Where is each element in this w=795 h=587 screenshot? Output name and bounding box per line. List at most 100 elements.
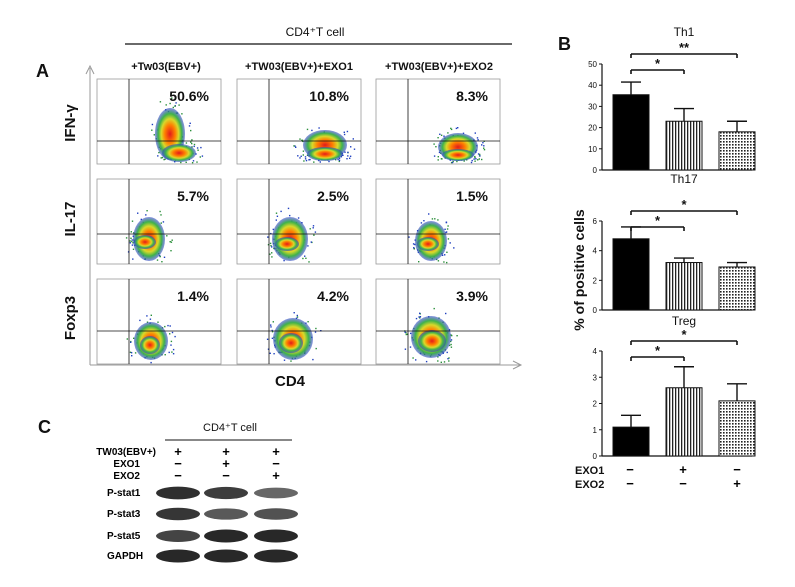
y-tick-label: 4 [593,247,598,256]
blot-label: P-stat1 [107,488,141,499]
flow-event-dot [431,218,434,220]
flow-event-dot [140,218,142,221]
flow-event-dot [130,352,133,354]
flow-event-dot [446,228,449,230]
treatment-sign: − [733,462,741,477]
flow-event-dot [283,359,286,361]
flow-event-dot [445,221,448,223]
flow-event-dot [293,145,295,147]
flow-event-dot [161,261,163,263]
flow-event-dot [474,132,476,134]
flow-event-dot [405,332,407,334]
flow-event-dot [189,122,191,124]
flow-event-dot [283,259,285,262]
flow-plot: 50.6% [96,78,222,165]
flow-plot: 1.4% [96,278,222,365]
flow-event-dot [302,154,304,156]
flow-event-dot [312,358,314,361]
flow-event-dot [346,130,349,133]
blot-band [156,530,200,542]
flow-event-dot [132,258,134,260]
flow-event-dot [412,357,414,359]
flow-event-dot [409,346,412,348]
y-tick-label: 0 [593,166,598,175]
flow-event-dot [420,222,423,224]
significance-marker: * [655,213,661,228]
flow-event-dot [131,355,133,357]
flow-event-dot [146,321,149,323]
bar-chart-title: Th17 [670,172,698,186]
flow-event-dot [319,161,321,163]
y-tick-label: 6 [593,217,598,226]
flow-event-dot [433,155,436,157]
treatment-sign: + [679,462,687,477]
flow-event-dot [191,139,193,141]
y-tick-label: 20 [588,124,597,133]
flow-event-dot [440,134,443,136]
flow-event-dot [199,156,201,158]
flow-event-dot [271,256,273,258]
flow-event-dot [450,128,453,131]
treatment-sign: + [174,444,182,459]
flow-event-dot [440,361,442,363]
flow-event-dot [157,155,159,157]
flow-event-dot [270,245,272,247]
flow-event-dot [445,231,447,234]
flow-event-dot [270,326,272,328]
flow-density-cloud [279,333,303,353]
treatment-sign: − [626,476,634,491]
flow-event-dot [477,139,479,141]
flow-event-dot [405,333,407,336]
row-label: IFN-γ [62,104,79,142]
flow-density-cloud [134,235,156,249]
flow-event-dot [290,360,292,362]
row-label: Foxp3 [62,296,79,340]
panel-c-treatments: TW03(EBV+) EXO1 EXO2 + + + − + − − − + [96,444,280,483]
flow-event-dot [308,261,310,263]
flow-event-dot [153,134,155,136]
flow-event-dot [165,104,167,106]
panel-a-x-arrow [512,360,523,370]
flow-event-dot [312,225,315,227]
flow-event-dot [419,312,421,314]
flow-event-dot [149,318,152,320]
flow-event-dot [463,160,465,162]
flow-event-dot [473,158,475,160]
flow-event-dot [129,242,131,244]
flow-event-dot [169,333,171,335]
flow-event-dot [353,148,356,150]
y-tick-label: 50 [588,60,597,69]
flow-event-dot [423,220,425,222]
flow-event-dot [130,341,132,343]
y-tick-label: 40 [588,81,597,90]
blot-band [156,507,200,521]
western-blots: P-stat1 P-stat3 P-stat5 GAPDH [107,486,298,563]
flow-event-dot [172,353,175,355]
y-tick-label: 1 [593,426,598,435]
flow-event-dot [447,225,449,227]
flow-event-dot [474,160,476,162]
flow-event-dot [269,352,271,354]
flow-event-dot [163,256,166,258]
flow-event-dot [413,247,415,249]
flow-event-dot [447,358,449,360]
flow-event-dot [295,146,297,148]
bar-chart: Treg 0 1 2 3 4 * * [593,314,756,461]
flow-event-dot [453,247,455,249]
panel-a-x-label: CD4 [275,373,306,390]
flow-event-dot [299,138,301,140]
treatment-sign: + [222,456,230,471]
flow-event-dot [443,261,445,263]
flow-event-dot [169,325,171,327]
blot-band [254,508,298,520]
flow-event-dot [483,145,485,147]
flow-event-dot [181,113,183,115]
flow-event-dot [271,331,274,333]
flow-event-dot [441,158,443,160]
flow-event-dot [474,155,476,158]
flow-event-dot [294,145,296,147]
flow-event-dot [280,210,282,213]
flow-event-dot [272,321,274,323]
flow-event-dot [456,160,458,163]
flow-event-dot [171,331,174,334]
